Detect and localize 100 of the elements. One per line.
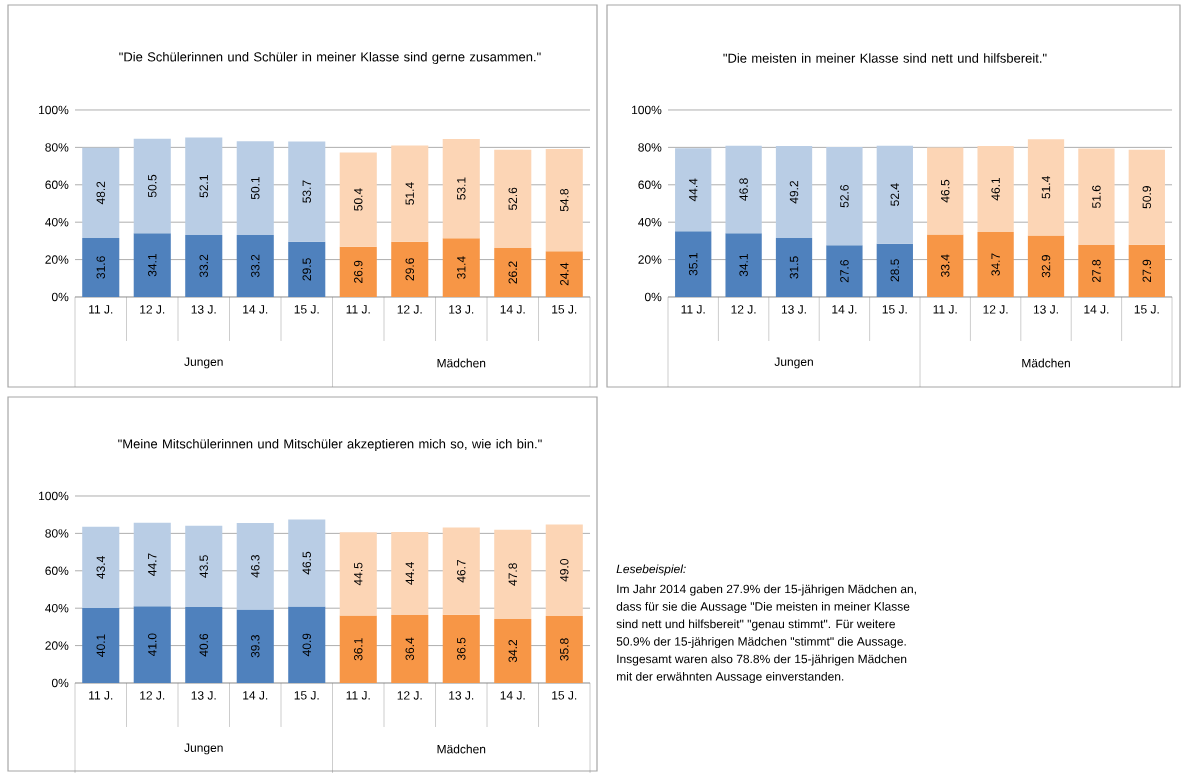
- data-label: 27.8: [1092, 259, 1101, 282]
- bar: [82, 607, 120, 683]
- bar: [1078, 244, 1115, 297]
- y-tick-label: 0%: [51, 292, 69, 302]
- data-label: 39.3: [251, 635, 260, 658]
- x-tick-label: 11 J.: [681, 305, 705, 314]
- data-label: 34.1: [148, 253, 157, 277]
- bar: [288, 606, 326, 683]
- bar: [1128, 149, 1165, 245]
- x-tick-label: 12 J.: [983, 305, 1008, 314]
- y-tick-label: 100%: [632, 105, 662, 115]
- bar: [725, 145, 762, 234]
- bar: [494, 529, 532, 619]
- bar: [876, 243, 913, 297]
- bar: [442, 138, 480, 239]
- data-label: 27.9: [1142, 259, 1152, 282]
- data-label: 28.5: [890, 259, 900, 282]
- bar: [927, 234, 964, 297]
- data-label: 46.5: [302, 551, 312, 575]
- data-label: 49.2: [789, 180, 799, 204]
- x-tick-label: 12 J.: [140, 305, 165, 314]
- data-label: 29.6: [405, 258, 415, 281]
- bar: [1027, 235, 1065, 297]
- bar: [391, 531, 429, 615]
- bar: [545, 524, 583, 616]
- data-label: 34.7: [991, 253, 1000, 276]
- bar: [133, 606, 171, 683]
- data-label: 41.0: [148, 633, 157, 656]
- bar: [1078, 148, 1115, 245]
- bar: [288, 241, 326, 297]
- chart-title: "Die Schülerinnen und Schüler in meiner Klasse sind gerne zusammen.": [119, 51, 541, 64]
- bar: [775, 145, 813, 238]
- data-label: 46.1: [991, 177, 1000, 201]
- x-tick-label: 13 J.: [1033, 305, 1058, 314]
- data-label: 44.4: [405, 561, 414, 585]
- bar: [1128, 244, 1165, 297]
- text: Im Jahr 2014 gaben 27.9% der 15-jährigen Mädchen an,: [617, 584, 916, 596]
- data-label: 35.1: [688, 252, 698, 276]
- bar: [391, 614, 429, 683]
- data-label: 52.1: [199, 175, 209, 198]
- x-tick-label: 11 J.: [89, 305, 113, 314]
- bar: [725, 233, 762, 297]
- x-tick-label: 14 J.: [500, 691, 525, 700]
- data-label: 29.5: [302, 258, 312, 281]
- y-tick-label: 40%: [45, 217, 69, 227]
- data-label: 46.5: [940, 179, 950, 203]
- bar: [876, 145, 913, 244]
- data-label: 36.5: [457, 637, 466, 660]
- bar: [442, 527, 480, 615]
- bar: [82, 526, 120, 608]
- x-tick-label: 12 J.: [397, 691, 422, 700]
- x-tick-label: 13 J.: [781, 305, 806, 314]
- bar: [775, 237, 813, 297]
- bar: [339, 152, 377, 247]
- data-label: 40.6: [199, 633, 209, 657]
- x-tick-label: 13 J.: [191, 305, 216, 314]
- bar: [977, 145, 1014, 232]
- bar: [442, 238, 480, 297]
- x-tick-label: 14 J.: [243, 305, 268, 314]
- x-tick-label: 15 J.: [882, 305, 907, 314]
- bar: [288, 141, 326, 242]
- data-label: 26.9: [354, 260, 363, 283]
- data-label: 53.1: [457, 177, 466, 200]
- bar: [545, 615, 583, 683]
- data-label: 43.5: [199, 555, 209, 578]
- bar: [339, 615, 377, 683]
- data-label: 52.6: [508, 187, 518, 210]
- x-tick-label: 14 J.: [500, 305, 525, 314]
- data-label: 51.4: [1041, 175, 1051, 199]
- bar: [339, 532, 377, 616]
- data-label: 31.5: [789, 256, 799, 279]
- text: Mädchen: [437, 358, 486, 368]
- data-label: 50.5: [148, 174, 157, 198]
- bar: [133, 138, 171, 234]
- x-tick-label: 15 J.: [552, 691, 577, 700]
- y-tick-label: 20%: [45, 255, 69, 264]
- bar: [494, 247, 532, 297]
- data-label: 33.2: [251, 254, 260, 278]
- x-tick-label: 14 J.: [1084, 305, 1109, 314]
- bar: [494, 149, 532, 248]
- x-tick-label: 14 J.: [243, 691, 268, 700]
- y-tick-label: 100%: [39, 105, 69, 115]
- chart-title: "Die meisten in meiner Klasse sind nett und hilfsbereit.": [723, 53, 1047, 63]
- bar: [1027, 139, 1065, 236]
- x-tick-label: 14 J.: [832, 305, 857, 314]
- bar: [339, 246, 377, 297]
- data-label: 33.4: [940, 254, 950, 277]
- bar: [236, 609, 274, 683]
- data-label: 36.1: [354, 638, 363, 661]
- bar: [927, 147, 964, 235]
- data-label: 47.8: [508, 563, 518, 586]
- y-tick-label: 20%: [638, 255, 662, 264]
- data-label: 31.4: [457, 256, 466, 279]
- text: Jungen: [774, 357, 813, 369]
- bar: [545, 148, 583, 252]
- bar: [82, 237, 120, 297]
- data-label: 31.6: [96, 256, 106, 279]
- y-tick-label: 60%: [638, 180, 662, 189]
- chart-title: "Meine Mitschülerinnen und Mitschüler akzeptieren mich so, wie ich bin.": [118, 438, 542, 451]
- x-tick-label: 13 J.: [449, 691, 474, 700]
